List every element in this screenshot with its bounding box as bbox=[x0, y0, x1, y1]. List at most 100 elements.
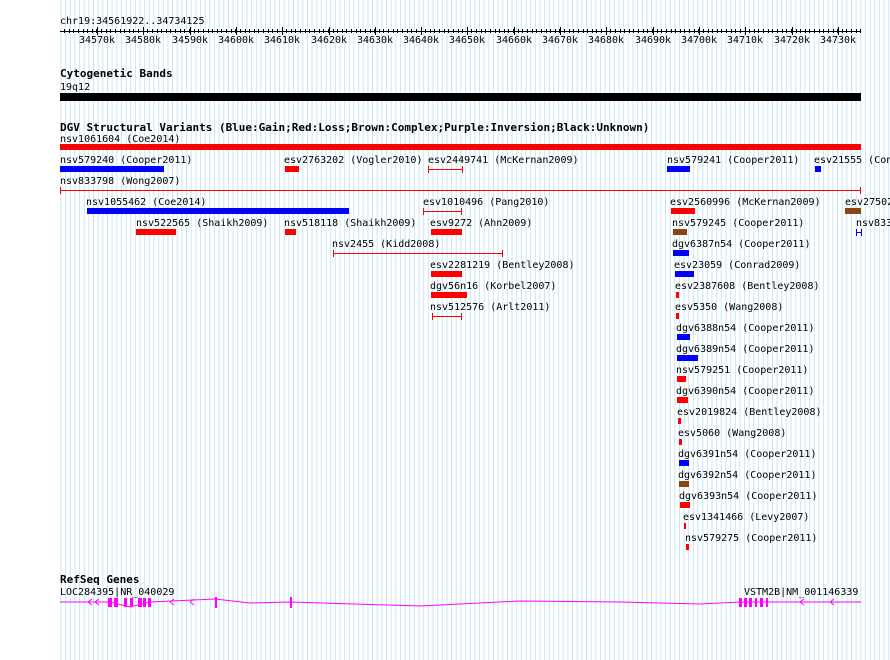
variant-label[interactable]: nsv522565 (Shaikh2009) bbox=[136, 218, 269, 229]
gene-label-vstm2b[interactable]: VSTM2B|NM_001146339 bbox=[744, 587, 859, 598]
variant-bar[interactable] bbox=[676, 313, 679, 319]
variant-label[interactable]: dgv6392n54 (Cooper2011) bbox=[678, 470, 817, 481]
variant-range[interactable] bbox=[856, 229, 862, 236]
variant-bar[interactable] bbox=[686, 544, 689, 550]
variant-label[interactable]: esv1010496 (Pang2010) bbox=[423, 197, 550, 208]
ruler-minor-tick bbox=[388, 29, 389, 33]
variant-label[interactable]: nsv1055462 (Coe2014) bbox=[86, 197, 207, 208]
variant-bar[interactable] bbox=[678, 418, 681, 424]
variant-bar[interactable] bbox=[673, 229, 687, 235]
dgv-track-title[interactable]: DGV Structural Variants (Blue:Gain;Red:L… bbox=[60, 121, 650, 134]
variant-label[interactable]: esv2560996 (McKernan2009) bbox=[670, 197, 821, 208]
variant-label[interactable]: nsv512576 (Arlt2011) bbox=[430, 302, 551, 313]
variant-label[interactable]: dgv6393n54 (Cooper2011) bbox=[679, 491, 818, 502]
variant-bar[interactable] bbox=[679, 460, 689, 466]
variant-label[interactable]: nsv579251 (Cooper2011) bbox=[676, 365, 809, 376]
ruler-minor-tick bbox=[277, 29, 278, 33]
refseq-track-title[interactable]: RefSeq Genes bbox=[60, 573, 140, 586]
variant-label[interactable]: dgv6390n54 (Cooper2011) bbox=[676, 386, 815, 397]
ruler-minor-tick bbox=[721, 29, 722, 33]
variant-bar[interactable] bbox=[677, 376, 686, 382]
variant-bar[interactable] bbox=[675, 271, 694, 277]
variant-bar[interactable] bbox=[673, 250, 689, 256]
variant-label[interactable]: esv2019824 (Bentley2008) bbox=[677, 407, 822, 418]
gene-label-loc284395[interactable]: LOC284395|NR_040029 bbox=[60, 587, 175, 598]
variant-label[interactable]: esv27502 bbox=[845, 197, 890, 208]
variant-bar[interactable] bbox=[676, 292, 679, 298]
ruler-minor-tick bbox=[397, 29, 398, 33]
variant-label[interactable]: esv1341466 (Levy2007) bbox=[683, 512, 810, 523]
cytoband-bar[interactable] bbox=[60, 93, 861, 101]
variant-label[interactable]: dgv6388n54 (Cooper2011) bbox=[676, 323, 815, 334]
variant-label[interactable]: esv2281219 (Bentley2008) bbox=[430, 260, 575, 271]
variant-label[interactable]: esv21555 (Con bbox=[814, 155, 890, 166]
ruler-tick-label: 34670k bbox=[541, 35, 579, 46]
ruler-tick bbox=[236, 27, 237, 35]
variant-label[interactable]: nsv579245 (Cooper2011) bbox=[672, 218, 805, 229]
variant-bar[interactable] bbox=[671, 208, 695, 214]
ruler-minor-tick bbox=[96, 29, 97, 33]
variant-bar[interactable] bbox=[845, 208, 861, 214]
variant-bar[interactable] bbox=[60, 144, 861, 150]
ruler-minor-tick bbox=[610, 29, 611, 33]
ruler-minor-tick bbox=[407, 29, 408, 33]
variant-label[interactable]: dgv56n16 (Korbel2007) bbox=[430, 281, 557, 292]
variant-label[interactable]: esv2763202 (Vogler2010) bbox=[284, 155, 423, 166]
variant-label[interactable]: esv9272 (Ahn2009) bbox=[430, 218, 533, 229]
variant-bar[interactable] bbox=[285, 229, 296, 235]
variant-label[interactable]: dgv6389n54 (Cooper2011) bbox=[676, 344, 815, 355]
gene-intron-line bbox=[60, 598, 861, 608]
variant-bar[interactable] bbox=[677, 397, 688, 403]
refseq-gene-track[interactable] bbox=[0, 590, 890, 620]
variant-range[interactable] bbox=[423, 208, 462, 215]
variant-label[interactable]: nsv2455 (Kidd2008) bbox=[332, 239, 441, 250]
ruler-minor-tick bbox=[689, 29, 690, 33]
variant-bar[interactable] bbox=[679, 439, 682, 445]
variant-label[interactable]: dgv6387n54 (Cooper2011) bbox=[672, 239, 811, 250]
variant-bar[interactable] bbox=[677, 334, 690, 340]
cytoband-track-title[interactable]: Cytogenetic Bands bbox=[60, 67, 173, 80]
variant-label[interactable]: nsv579241 (Cooper2011) bbox=[667, 155, 800, 166]
variant-label[interactable]: nsv1061604 (Coe2014) bbox=[60, 134, 181, 145]
ruler-minor-tick bbox=[370, 29, 371, 33]
variant-label[interactable]: esv2387608 (Bentley2008) bbox=[675, 281, 820, 292]
variant-label[interactable]: nsv833798 (Wong2007) bbox=[60, 176, 181, 187]
variant-bar[interactable] bbox=[60, 166, 164, 172]
ruler-minor-tick bbox=[708, 29, 709, 33]
variant-range[interactable] bbox=[60, 187, 861, 194]
variant-bar[interactable] bbox=[815, 166, 821, 172]
gene-exon bbox=[130, 598, 133, 607]
variant-bar[interactable] bbox=[431, 271, 462, 277]
ruler-minor-tick bbox=[578, 29, 579, 33]
variant-label[interactable]: esv5060 (Wang2008) bbox=[678, 428, 787, 439]
variant-bar[interactable] bbox=[431, 292, 467, 298]
variant-bar[interactable] bbox=[285, 166, 299, 172]
variant-label[interactable]: dgv6391n54 (Cooper2011) bbox=[678, 449, 817, 460]
variant-label[interactable]: esv23059 (Conrad2009) bbox=[674, 260, 801, 271]
variant-bar[interactable] bbox=[136, 229, 176, 235]
variant-range[interactable] bbox=[333, 250, 503, 257]
variant-label[interactable]: nsv579240 (Cooper2011) bbox=[60, 155, 193, 166]
gene-strand-arrow bbox=[189, 598, 195, 603]
ruler-minor-tick bbox=[814, 29, 815, 33]
ruler-minor-tick bbox=[351, 29, 352, 33]
ruler-tick bbox=[699, 27, 700, 35]
variant-bar[interactable] bbox=[87, 208, 349, 214]
variant-bar[interactable] bbox=[679, 481, 689, 487]
variant-range[interactable] bbox=[432, 313, 462, 320]
variant-label[interactable]: nsv833 bbox=[856, 218, 890, 229]
variant-label[interactable]: nsv518118 (Shaikh2009) bbox=[284, 218, 417, 229]
variant-label[interactable]: esv5350 (Wang2008) bbox=[675, 302, 784, 313]
gene-exon bbox=[744, 598, 747, 607]
variant-bar[interactable] bbox=[684, 523, 686, 529]
variant-bar[interactable] bbox=[680, 502, 690, 508]
variant-bar[interactable] bbox=[431, 229, 462, 235]
variant-bar[interactable] bbox=[677, 355, 698, 361]
ruler-tick-label: 34730k bbox=[819, 35, 857, 46]
ruler-minor-tick bbox=[286, 29, 287, 33]
variant-label[interactable]: esv2449741 (McKernan2009) bbox=[428, 155, 579, 166]
variant-label[interactable]: nsv579275 (Cooper2011) bbox=[685, 533, 818, 544]
variant-bar[interactable] bbox=[667, 166, 690, 172]
variant-range[interactable] bbox=[428, 166, 463, 173]
ruler-minor-tick bbox=[633, 29, 634, 33]
